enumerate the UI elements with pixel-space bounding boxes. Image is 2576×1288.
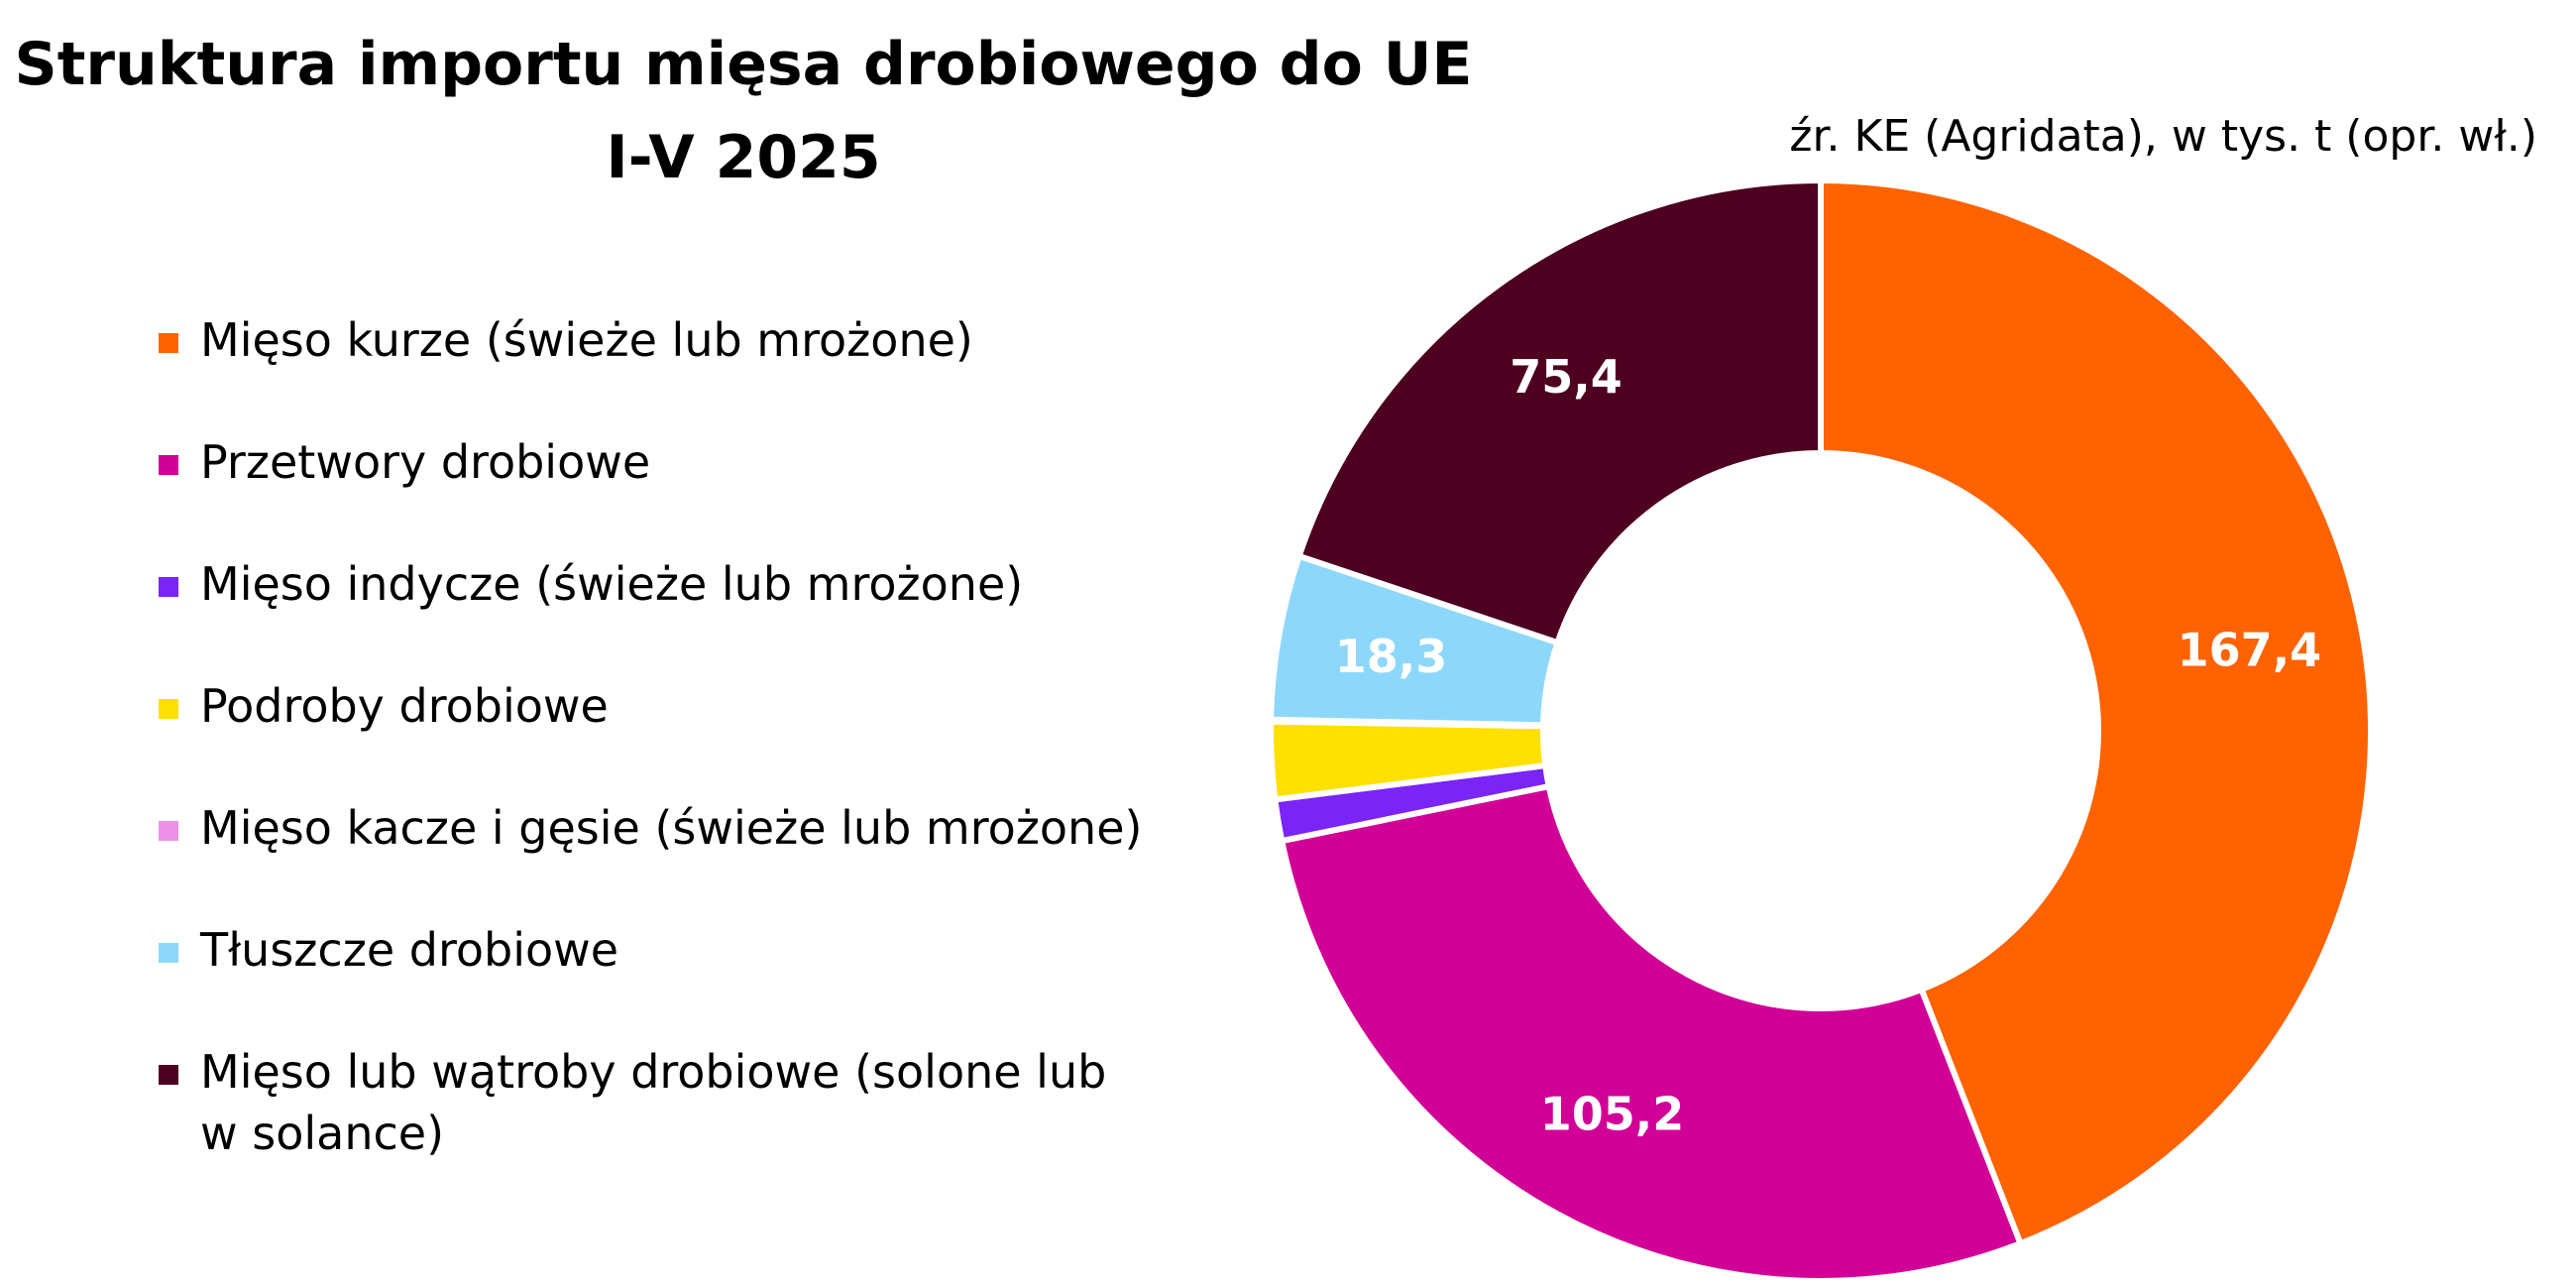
legend-label: Podroby drobiowe — [200, 675, 1211, 737]
legend-label: Przetwory drobiowe — [200, 431, 1211, 493]
donut-slice — [1294, 178, 1824, 646]
legend-label-line: Tłuszcze drobiowe — [200, 923, 619, 977]
legend-label-line: Podroby drobiowe — [200, 679, 609, 733]
chart-source-note: źr. KE (Agridata), w tys. t (opr. wł.) — [1789, 111, 2537, 162]
legend-label-line: Mięso kacze i gęsie (świeże lub mrożone) — [200, 801, 1143, 855]
legend-label: Tłuszcze drobiowe — [200, 919, 1211, 981]
legend-label: Mięso lub wątroby drobiowe (solone lub w … — [200, 1041, 1211, 1164]
chart-title-line-1: Struktura importu mięsa drobiowego do UE — [14, 30, 1473, 99]
data-label: 167,4 — [2178, 624, 2322, 677]
data-label: 18,3 — [1335, 630, 1448, 683]
data-label: 75,4 — [1510, 350, 1623, 404]
legend-label-line: Mięso lub wątroby drobiowe (solone lub — [200, 1045, 1107, 1099]
legend-label: Mięso kurze (świeże lub mrożone) — [200, 309, 1211, 371]
legend-label-line: Mięso kurze (świeże lub mrożone) — [200, 313, 973, 367]
data-labels: 167,4 105,2 18,3 75,4 — [1335, 350, 2321, 1140]
legend-swatch — [159, 1065, 178, 1085]
legend-swatch — [159, 333, 178, 353]
legend-swatch — [159, 455, 178, 475]
legend-swatch — [159, 821, 178, 841]
legend-label: Mięso kacze i gęsie (świeże lub mrożone) — [200, 797, 1211, 859]
legend-label-line: Przetwory drobiowe — [200, 435, 651, 489]
donut-slice — [1818, 178, 2374, 1248]
donut-slice — [1278, 782, 2025, 1284]
donut-chart: 167,4 105,2 18,3 75,4 — [1268, 178, 2374, 1284]
legend-swatch — [159, 699, 178, 719]
legend-label-line: Mięso indycze (świeże lub mrożone) — [200, 557, 1024, 611]
legend-label: Mięso indycze (świeże lub mrożone) — [200, 553, 1211, 615]
legend-swatch — [159, 943, 178, 963]
data-label: 105,2 — [1540, 1087, 1685, 1140]
legend-label-line: w solance) — [200, 1107, 445, 1160]
chart-title-line-2: I-V 2025 — [606, 123, 881, 192]
legend-swatch — [159, 577, 178, 597]
chart-title: Struktura importu mięsa drobiowego do UE… — [0, 18, 1487, 204]
